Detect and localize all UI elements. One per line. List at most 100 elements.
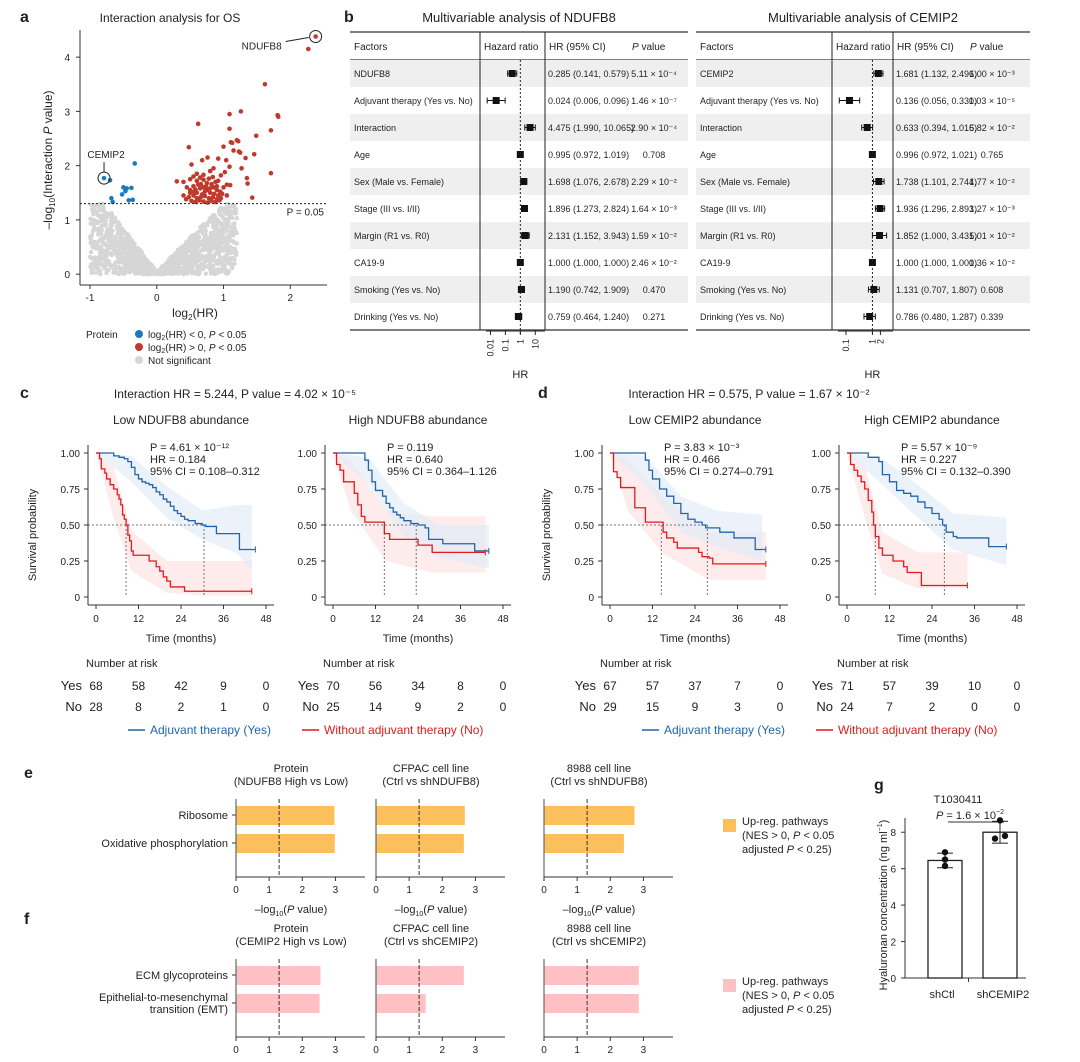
subplot-title: 8988 cell line bbox=[567, 763, 631, 775]
ns-point bbox=[100, 201, 106, 207]
pos-sig-point bbox=[239, 166, 244, 171]
risk-label-no: No bbox=[65, 699, 82, 714]
ns-point bbox=[232, 221, 237, 226]
hr-marker bbox=[526, 124, 534, 131]
pos-sig-point bbox=[215, 156, 221, 161]
ns-point bbox=[222, 263, 227, 268]
km-stat: 95% CI = 0.108–0.312 bbox=[150, 466, 260, 478]
pos-sig-point bbox=[197, 198, 202, 203]
ns-point bbox=[129, 244, 134, 249]
ns-point bbox=[115, 248, 121, 253]
x-tick-label: 48 bbox=[774, 614, 786, 625]
ns-point bbox=[212, 230, 217, 235]
risk-count-no: 0 bbox=[777, 700, 784, 714]
x-tick-label: 0 bbox=[233, 885, 239, 896]
ns-point bbox=[114, 266, 119, 271]
ns-point bbox=[112, 251, 117, 256]
ndufb8-leader bbox=[285, 37, 309, 43]
subplot-title: (Ctrl vs shCEMIP2) bbox=[552, 936, 646, 948]
risk-count-yes: 58 bbox=[132, 679, 146, 693]
pos-sig-point bbox=[268, 170, 274, 176]
km-curve-yes bbox=[333, 452, 489, 552]
y-tick-label: 0 bbox=[588, 593, 594, 604]
risk-count-no: 24 bbox=[840, 700, 854, 714]
bar bbox=[927, 859, 963, 979]
pos-sig-point bbox=[214, 183, 220, 189]
x-tick-label: 1 bbox=[406, 885, 412, 896]
x-tick-label: 2 bbox=[300, 885, 306, 896]
hr-marker bbox=[517, 286, 525, 293]
risk-table-title: Number at risk bbox=[837, 658, 909, 670]
p-value: 1.00 × 10⁻³ bbox=[969, 69, 1015, 79]
category-label: shCtl bbox=[929, 989, 954, 1001]
pos-sig-point bbox=[227, 182, 233, 188]
hr-marker bbox=[863, 124, 871, 131]
ns-point bbox=[182, 261, 187, 266]
ns-point bbox=[223, 209, 228, 214]
legend-label: Not significant bbox=[148, 356, 211, 367]
risk-label-no: No bbox=[816, 699, 833, 714]
x-tick-label: 3 bbox=[333, 1045, 339, 1056]
risk-count-yes: 70 bbox=[326, 679, 340, 693]
km-stat: HR = 0.227 bbox=[901, 454, 957, 466]
ns-point bbox=[93, 270, 99, 275]
legend-label: log2(HR) < 0, P < 0.05 bbox=[148, 330, 247, 342]
replicate-point bbox=[941, 849, 949, 856]
legend-label: (NES > 0, P < 0.05 bbox=[742, 830, 834, 842]
pathway-bar bbox=[544, 994, 639, 1013]
risk-count-yes: 57 bbox=[646, 679, 660, 693]
ns-point bbox=[128, 268, 134, 273]
ns-point bbox=[105, 258, 110, 264]
km-stat: P = 0.119 bbox=[387, 442, 433, 454]
pathway-bar bbox=[376, 806, 465, 825]
ns-point bbox=[94, 243, 99, 249]
ns-point bbox=[147, 269, 152, 274]
ns-point bbox=[218, 212, 224, 218]
risk-count-no: 2 bbox=[178, 700, 185, 714]
pos-sig-point bbox=[245, 181, 250, 186]
pos-sig-point bbox=[221, 144, 226, 149]
factor-label: Margin (R1 vs. R0) bbox=[354, 231, 430, 241]
pos-sig-point bbox=[221, 185, 226, 190]
km-stat: HR = 0.184 bbox=[150, 454, 206, 466]
axis-tick-label: 1 bbox=[515, 339, 525, 344]
hr-marker bbox=[520, 205, 528, 212]
x-tick-label: 3 bbox=[333, 885, 339, 896]
pos-sig-point bbox=[229, 140, 235, 146]
risk-count-yes: 0 bbox=[1014, 679, 1021, 693]
km-stat: HR = 0.466 bbox=[664, 454, 720, 466]
ns-point bbox=[104, 252, 109, 257]
ns-point bbox=[199, 228, 204, 234]
y-axis-label: Survival probability bbox=[541, 488, 553, 581]
pathway-label: Oxidative phosphorylation bbox=[101, 838, 228, 850]
column-header: P value bbox=[970, 42, 1004, 53]
p-value: 0.708 bbox=[643, 150, 666, 160]
factor-label: Drinking (Yes vs. No) bbox=[354, 312, 438, 322]
km-curve-yes bbox=[847, 452, 1007, 548]
risk-count-yes: 0 bbox=[777, 679, 784, 693]
x-axis-label: Time (months) bbox=[897, 633, 968, 645]
ns-point bbox=[231, 240, 237, 245]
ns-point bbox=[192, 255, 198, 260]
x-axis-label: –log10(P value) bbox=[563, 904, 636, 918]
risk-count-no: 8 bbox=[135, 700, 142, 714]
axis-tick-label: 10 bbox=[530, 339, 540, 349]
ns-point bbox=[109, 264, 114, 270]
pathway-bar bbox=[544, 834, 624, 853]
pos-sig-point bbox=[211, 191, 217, 197]
p-value: 0.470 bbox=[643, 285, 666, 295]
ns-point bbox=[216, 267, 221, 272]
p-value: 0.608 bbox=[981, 285, 1004, 295]
pos-sig-point bbox=[201, 177, 206, 183]
pos-sig-point bbox=[205, 155, 210, 160]
ns-point bbox=[196, 268, 201, 274]
factor-label: Smoking (Yes vs. No) bbox=[354, 285, 440, 295]
x-tick-label: 36 bbox=[455, 614, 467, 625]
pos-sig-point bbox=[249, 195, 255, 200]
ns-point bbox=[181, 271, 186, 277]
neg-sig-point bbox=[119, 192, 125, 197]
x-tick-label: 12 bbox=[884, 614, 896, 625]
subplot-title: (Ctrl vs shCEMIP2) bbox=[384, 936, 478, 948]
pathway-label: Epithelial-to-mesenchymal bbox=[99, 992, 228, 1004]
ns-point bbox=[208, 233, 213, 239]
